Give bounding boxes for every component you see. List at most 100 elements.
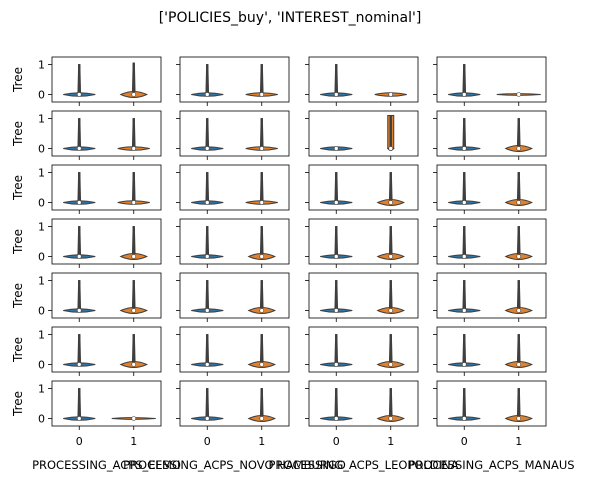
violin-median (388, 362, 394, 367)
panel-r5-c1: 0 1 Tree (11, 272, 162, 322)
violin-0 (320, 226, 353, 259)
panel-r5-c4 (433, 272, 547, 322)
violin-0 (320, 388, 353, 421)
violin-1 (247, 280, 276, 314)
violin-0 (191, 334, 224, 367)
panel-r4-c2 (176, 218, 290, 268)
violin-median (333, 92, 339, 97)
violin-1 (376, 226, 405, 260)
violin-median (516, 416, 522, 421)
violin-1 (376, 280, 405, 314)
violin-median (333, 416, 339, 421)
y-tick-label: 1 (38, 221, 45, 234)
y-axis-label: Tree (11, 67, 25, 93)
panel-r1-c1: 0 1 Tree (11, 56, 162, 106)
violin-median (388, 92, 394, 97)
violin-median (516, 254, 522, 259)
violin-0 (320, 280, 353, 313)
violin-median (76, 416, 82, 421)
panel-r3-c4 (433, 164, 547, 214)
panel-r2-c1: 0 1 Tree (11, 110, 162, 160)
violin-median (131, 362, 137, 367)
violin-0 (191, 172, 224, 205)
panel-frame (51, 326, 162, 373)
violin-1 (247, 388, 276, 422)
panel-frame (308, 56, 419, 103)
violin-median (333, 308, 339, 313)
panel-r3-c1: 0 1 Tree (11, 164, 162, 214)
violin-1 (119, 226, 148, 260)
violin-0 (448, 64, 481, 97)
y-tick-label: 0 (38, 413, 45, 426)
y-tick-label: 0 (38, 143, 45, 156)
x-tick-label: 1 (387, 435, 394, 448)
violin-median (259, 200, 265, 205)
violin-median (76, 92, 82, 97)
violin-median (461, 200, 467, 205)
panel-frame (308, 164, 419, 211)
violin-median (333, 146, 339, 151)
chart-title: ['POLICIES_buy', 'INTEREST_nominal'] (159, 10, 422, 26)
panel-frame (179, 272, 290, 319)
violin-1 (374, 92, 407, 97)
panel-frame (308, 110, 419, 157)
column-label-1: PROCESSING_ACPS_ELMO (32, 458, 181, 472)
y-tick-label: 0 (38, 251, 45, 264)
panel-r5-c3 (305, 272, 419, 322)
violin-0 (63, 226, 96, 259)
violin-0 (320, 64, 353, 97)
violin-median (76, 146, 82, 151)
violin-median (76, 200, 82, 205)
panel-frame (51, 56, 162, 103)
violin-0 (448, 334, 481, 367)
violin-1 (504, 388, 533, 422)
violin-median (388, 416, 394, 421)
panel-r6-c3 (305, 326, 419, 376)
violin-median (204, 146, 210, 151)
y-axis-label: Tree (11, 229, 25, 255)
violin-0 (448, 226, 481, 259)
violin-median (461, 308, 467, 313)
panel-frame (308, 380, 419, 427)
violin-1 (376, 388, 405, 422)
panel-frame (179, 110, 290, 157)
y-tick-label: 0 (38, 197, 45, 210)
violin-median (76, 308, 82, 313)
panel-frame (179, 326, 290, 373)
violin-1 (504, 118, 533, 152)
violin-0 (63, 388, 96, 421)
panel-frame (179, 218, 290, 265)
violin-median (204, 416, 210, 421)
violin-median (131, 200, 137, 205)
violin-median (461, 146, 467, 151)
violin-0 (191, 388, 224, 421)
violin-0 (448, 280, 481, 313)
violin-0 (448, 172, 481, 205)
panel-frame (51, 164, 162, 211)
y-tick-label: 1 (38, 59, 45, 72)
panel-r4-c3 (305, 218, 419, 268)
x-tick-label: 0 (76, 435, 83, 448)
violin-0 (191, 280, 224, 313)
violin-median (259, 254, 265, 259)
violin-median (131, 416, 137, 421)
y-axis-label: Tree (11, 391, 25, 417)
column-label-4: PROCESSING_ACPS_MANAUS (408, 458, 574, 472)
panel-frame (51, 110, 162, 157)
panel-frame (308, 326, 419, 373)
violin-0 (63, 334, 96, 367)
panel-r2-c4 (433, 110, 547, 160)
panel-frame (436, 326, 547, 373)
violin-1 (504, 334, 533, 368)
violin-1 (111, 416, 156, 421)
violin-median (461, 254, 467, 259)
violin-median (131, 92, 137, 97)
x-tick-label: 1 (258, 435, 265, 448)
violin-0 (191, 64, 224, 97)
violin-median (333, 254, 339, 259)
violin-median (131, 254, 137, 259)
y-tick-label: 0 (38, 359, 45, 372)
panel-r1-c2 (176, 56, 290, 106)
